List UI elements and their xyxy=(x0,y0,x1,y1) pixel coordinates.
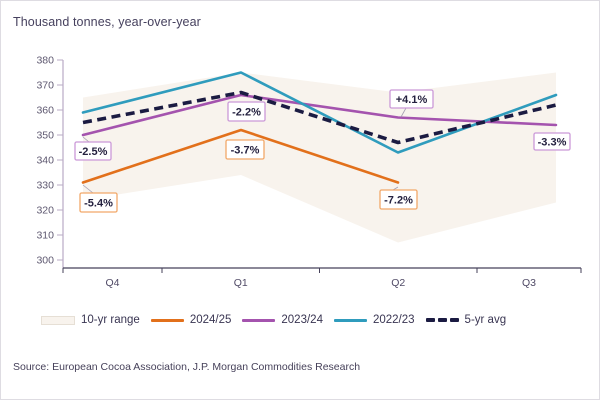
annotation-label: -2.2% xyxy=(232,107,261,119)
legend-label: 2022/23 xyxy=(372,314,415,326)
dash-swatch-icon xyxy=(425,317,459,323)
chart-legend: 10-yr range 2024/25 2023/24 2022/23 5-yr… xyxy=(41,310,506,330)
series-line-2023-24 xyxy=(81,93,558,137)
y-axis-tick-label: 340 xyxy=(36,155,54,167)
y-axis-tick-label: 370 xyxy=(36,80,54,92)
legend-item-2023-24: 2023/24 xyxy=(242,314,323,326)
annotation-box xyxy=(74,141,112,161)
y-axis-tick-label: 350 xyxy=(36,130,54,142)
series-line-5-yr-avg xyxy=(82,90,557,145)
annotation-label: -2.5% xyxy=(79,146,108,158)
y-axis-tick-label: 380 xyxy=(36,55,54,67)
legend-item-2024-25: 2024/25 xyxy=(150,314,232,326)
annotation-label: -7.2% xyxy=(384,195,413,207)
y-axis-tick-label: 360 xyxy=(36,105,54,117)
annotation-label: -5.4% xyxy=(84,198,113,210)
annotation-box xyxy=(79,192,118,213)
line-swatch-icon xyxy=(150,318,184,322)
annotation-label: +4.1% xyxy=(396,94,428,106)
legend-item-10yr-range: 10-yr range xyxy=(41,314,140,326)
band-swatch-icon xyxy=(41,315,75,325)
legend-label: 5-yr avg xyxy=(464,314,507,326)
legend-label: 2023/24 xyxy=(281,314,323,326)
annotation-connector xyxy=(400,107,407,118)
annotation-box xyxy=(533,132,571,151)
x-axis-category-label: Q1 xyxy=(234,277,248,289)
y-axis-tick-label: 320 xyxy=(36,205,54,217)
annotation-box xyxy=(389,89,434,109)
annotation-box xyxy=(227,101,266,122)
legend-item-2022-23: 2022/23 xyxy=(333,314,415,326)
x-axis-category-label: Q2 xyxy=(391,277,405,289)
legend-item-5yr-avg: 5-yr avg xyxy=(425,314,507,326)
source-note: Source: European Cocoa Association, J.P.… xyxy=(13,361,361,373)
x-axis-category-label: Q4 xyxy=(105,277,119,289)
line-swatch-icon xyxy=(333,318,367,322)
annotation-label: -3.7% xyxy=(231,145,260,157)
annotation-connector xyxy=(82,136,90,143)
y-axis-tick-label: 300 xyxy=(36,255,54,267)
annotation-box xyxy=(225,139,265,160)
x-axis-category-label: Q3 xyxy=(522,277,536,289)
legend-label: 2024/25 xyxy=(189,314,232,326)
chart-title: Thousand tonnes, year-over-year xyxy=(13,15,201,29)
annotation-connector xyxy=(82,184,94,194)
annotation-label: -3.3% xyxy=(538,137,567,149)
y-axis-tick-label: 310 xyxy=(36,230,54,242)
series-line-2024-25 xyxy=(81,128,400,184)
annotation-box xyxy=(379,189,418,210)
line-swatch-icon xyxy=(242,318,276,322)
y-axis-tick-label: 330 xyxy=(36,180,54,192)
legend-label: 10-yr range xyxy=(81,314,140,326)
